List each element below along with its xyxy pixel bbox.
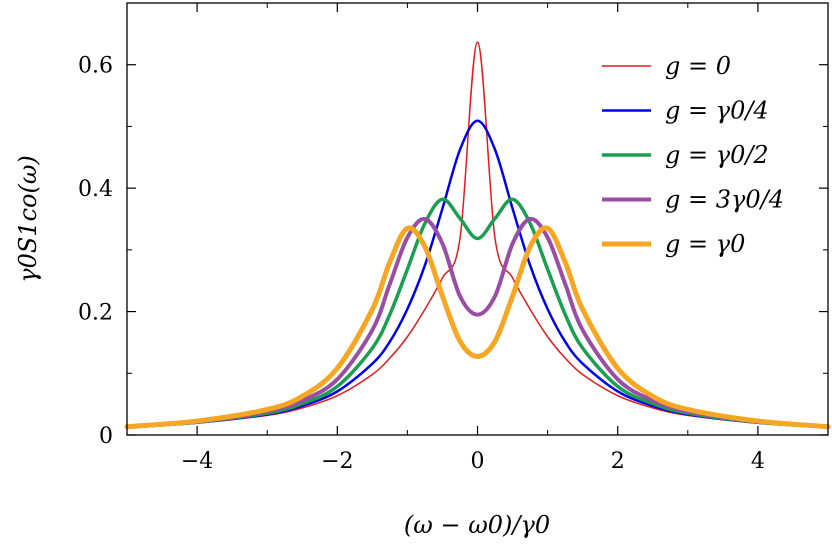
series-line-0 xyxy=(126,41,829,428)
series-lines xyxy=(124,41,831,430)
legend-label-0: g = 0 xyxy=(665,52,731,80)
x-axis-label: (ω − ω0)/γ0 xyxy=(404,511,550,539)
series-line-1 xyxy=(125,119,830,429)
y-tick-label: 0.4 xyxy=(78,177,113,202)
legend-label-2: g = γ0/2 xyxy=(665,141,769,169)
series-line-4 xyxy=(124,225,831,430)
legend: g = 0 g = γ0/4 g = γ0/2 g = 3γ0/4 g = γ0 xyxy=(602,52,784,258)
series-line-2 xyxy=(125,197,830,429)
legend-label-3: g = 3γ0/4 xyxy=(665,186,784,214)
x-tick-label: 4 xyxy=(751,449,765,474)
x-tick-label: 0 xyxy=(471,449,485,474)
y-axis-label: γ0S1co(ω) xyxy=(14,155,42,283)
legend-label-4: g = γ0 xyxy=(665,230,745,258)
tick-marks xyxy=(127,3,828,436)
x-tick-label: 2 xyxy=(611,449,625,474)
tick-labels: −4 −2 0 2 4 0 0.2 0.4 0.6 xyxy=(78,54,765,474)
legend-label-1: g = γ0/4 xyxy=(665,97,769,125)
y-tick-label: 0 xyxy=(99,424,113,449)
x-tick-label: −4 xyxy=(181,449,213,474)
x-tick-label: −2 xyxy=(321,449,353,474)
series-line-3 xyxy=(125,216,830,429)
y-tick-label: 0.6 xyxy=(78,54,113,79)
y-tick-label: 0.2 xyxy=(78,301,113,326)
